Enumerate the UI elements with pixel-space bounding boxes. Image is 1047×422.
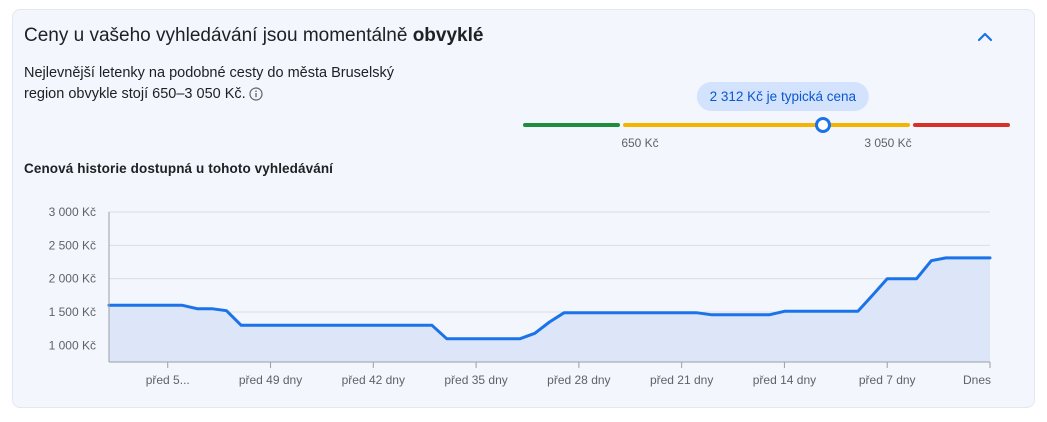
current-price-marker [814, 117, 831, 133]
gauge-low-segment [523, 123, 620, 127]
x-tick-label: před 14 dny [753, 373, 816, 387]
y-tick-label: 2 500 Kč [49, 238, 96, 252]
x-tick-label: Dnes [963, 373, 991, 387]
x-tick-label: před 21 dny [650, 373, 713, 387]
price-level-gauge: 2 312 Kč je typická cena 650 Kč 3 050 Kč [510, 72, 1010, 162]
title-prefix: Ceny u vašeho vyhledávání jsou momentáln… [24, 25, 413, 46]
y-tick-label: 1 500 Kč [49, 305, 96, 319]
x-tick-label: před 49 dny [239, 373, 302, 387]
chevron-up-icon [977, 32, 993, 42]
gauge-typical-segment [623, 123, 910, 127]
description-line-2: region obvykle stojí 650–3 050 Kč. [24, 84, 414, 105]
x-tick-label: před 35 dny [444, 373, 507, 387]
x-tick-label: před 42 dny [342, 373, 405, 387]
price-series-line [107, 256, 992, 341]
collapse-button[interactable] [974, 26, 996, 48]
typical-price-badge: 2 312 Kč je typická cena [696, 82, 869, 111]
price-range-description: Nejlevnější letenky na podobné cesty do … [24, 63, 414, 105]
gauge-high-label: 3 050 Kč [864, 136, 912, 150]
y-tick-label: 2 000 Kč [49, 272, 96, 286]
price-area-fill [109, 257, 990, 362]
y-tick-label: 1 000 Kč [49, 338, 96, 352]
y-tick-label: 3 000 Kč [49, 205, 96, 219]
gauge-low-label: 650 Kč [621, 136, 659, 150]
description-line-2-text: region obvykle stojí 650–3 050 Kč. [24, 86, 246, 102]
x-tick-label: před 5... [146, 373, 190, 387]
info-icon[interactable] [249, 87, 263, 101]
title-emphasis: obvyklé [412, 25, 484, 46]
x-tick-label: před 7 dny [859, 373, 916, 387]
x-tick-label: před 28 dny [547, 373, 610, 387]
price-history-title: Cenová historie dostupná u tohoto vyhled… [24, 161, 334, 176]
gauge-high-segment [913, 123, 1010, 127]
description-line-1: Nejlevnější letenky na podobné cesty do … [24, 65, 394, 81]
page-title: Ceny u vašeho vyhledávání jsou momentáln… [24, 25, 483, 47]
